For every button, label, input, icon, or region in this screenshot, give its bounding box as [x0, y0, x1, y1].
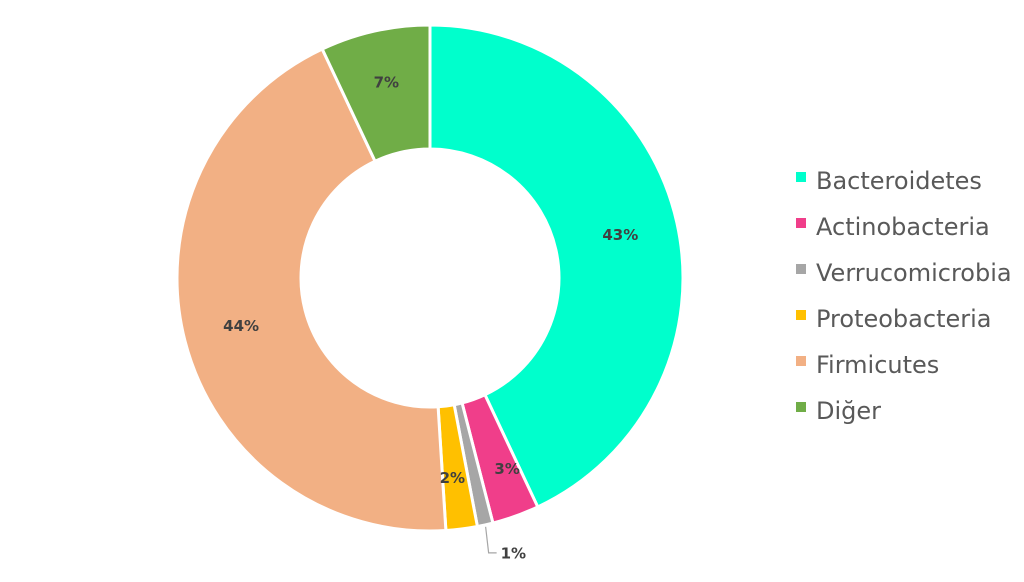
legend-item-firmicutes: Firmicutes: [796, 351, 939, 379]
legend: Bacteroidetes Actinobacteria Verrucomicrob…: [796, 167, 1012, 425]
slice-labels: 43% 3% 1% 2% 44% 7%: [223, 73, 638, 562]
legend-swatch: [796, 218, 806, 228]
slice-label-verrucomicrobia: 1%: [501, 544, 526, 562]
legend-item-bacteroidetes: Bacteroidetes: [796, 167, 982, 195]
legend-label: Proteobacteria: [816, 305, 992, 333]
legend-item-actinobacteria: Actinobacteria: [796, 213, 990, 241]
legend-item-verrucomicrobia: Verrucomicrobia: [796, 259, 1012, 287]
slice-label-diger: 7%: [374, 73, 399, 91]
slice-diger: [320, 23, 432, 164]
legend-label: Firmicutes: [816, 351, 939, 379]
legend-label: Diğer: [816, 397, 881, 425]
legend-label: Bacteroidetes: [816, 167, 982, 195]
legend-label: Actinobacteria: [816, 213, 990, 241]
slice-firmicutes: [175, 47, 448, 533]
legend-swatch: [796, 172, 806, 182]
slice-label-bacteroidetes: 43%: [602, 226, 638, 244]
legend-item-diger: Diğer: [796, 397, 881, 425]
donut-slices: [175, 23, 685, 533]
legend-swatch: [796, 402, 806, 412]
slice-label-proteobacteria: 2%: [440, 469, 465, 487]
legend-swatch: [796, 264, 806, 274]
legend-item-proteobacteria: Proteobacteria: [796, 305, 992, 333]
slice-label-firmicutes: 44%: [223, 317, 259, 335]
slice-bacteroidetes: [428, 23, 685, 509]
legend-label: Verrucomicrobia: [816, 259, 1012, 287]
slice-label-actinobacteria: 3%: [494, 460, 519, 478]
leader-line-verrucomicrobia: [485, 526, 497, 554]
legend-swatch: [796, 310, 806, 320]
legend-swatch: [796, 356, 806, 366]
